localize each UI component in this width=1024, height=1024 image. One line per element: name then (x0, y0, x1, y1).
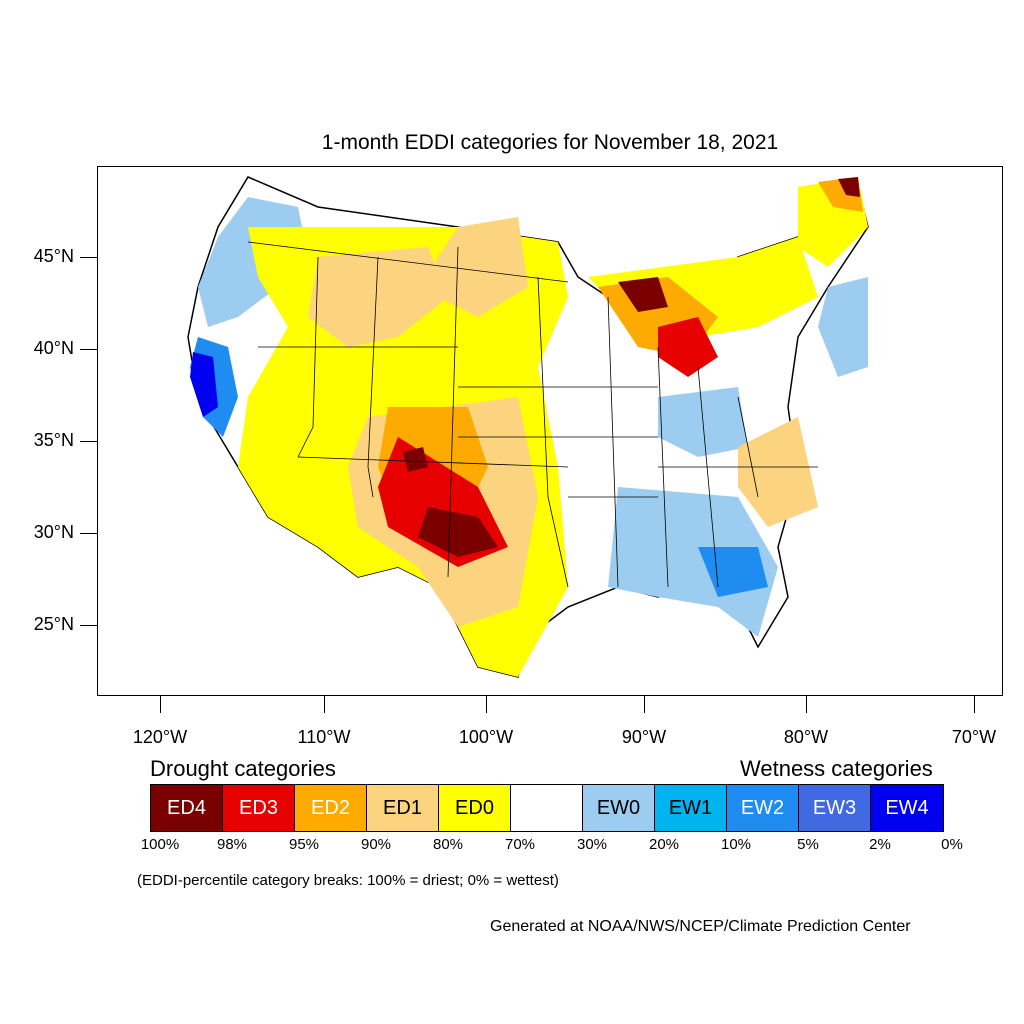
legend-box-ew4: EW4 (871, 785, 943, 831)
legend-box-ew2: EW2 (727, 785, 799, 831)
percentile-label: 30% (576, 836, 608, 853)
drought-carolinas-ed1 (738, 417, 818, 527)
credit-line: Generated at NOAA/NWS/NCEP/Climate Predi… (490, 918, 911, 935)
map-title: 1-month EDDI categories for November 18,… (321, 131, 779, 154)
percentile-label: 90% (360, 836, 392, 853)
legend-box-ew1: EW1 (655, 785, 727, 831)
percentile-label: 5% (797, 836, 819, 853)
lat-tick (80, 533, 97, 534)
drought-maine-ed4 (838, 177, 860, 197)
percentile-label: 70% (504, 836, 536, 853)
drought-great-plains-ed1 (418, 217, 528, 317)
drought-texas-ed4 (418, 507, 498, 557)
percentile-label: 100% (140, 836, 180, 853)
lon-label-80: 80°W (783, 727, 829, 747)
lat-tick (80, 257, 97, 258)
lon-tick (806, 696, 807, 713)
percentile-label: 2% (869, 836, 891, 853)
lat-tick (80, 441, 97, 442)
drought-michigan-ed3 (658, 317, 718, 377)
percentile-label: 80% (432, 836, 464, 853)
eddi-map (187, 176, 869, 678)
percentile-label: 98% (216, 836, 248, 853)
lat-label-25: 25°N (33, 614, 74, 634)
lon-tick (160, 696, 161, 713)
legend-box-ed4: ED4 (151, 785, 223, 831)
lon-tick (486, 696, 487, 713)
lat-tick (80, 625, 97, 626)
drought-great-lakes-ed4 (618, 277, 668, 312)
lon-label-110: 110°W (297, 727, 351, 747)
lon-tick (644, 696, 645, 713)
drought-west-ed1 (308, 247, 448, 347)
percentile-label: 10% (720, 836, 752, 853)
lon-label-120: 120°W (132, 727, 188, 747)
legend-box-ew0: EW0 (583, 785, 655, 831)
legend-box-ed1: ED1 (367, 785, 439, 831)
category-note: (EDDI-percentile category breaks: 100% =… (137, 872, 559, 889)
legend-box-neutral (511, 785, 583, 831)
lat-label-35: 35°N (33, 430, 74, 450)
drought-colorado-ed4 (403, 447, 428, 472)
lon-label-70: 70°W (951, 727, 997, 747)
drought-heading: Drought categories (150, 756, 336, 781)
state-boundaries (247, 241, 818, 588)
lon-label-90: 90°W (621, 727, 667, 747)
lat-label-40: 40°N (33, 338, 74, 358)
percentile-label: 0% (941, 836, 963, 853)
wetness-heading: Wetness categories (740, 756, 933, 781)
lon-tick (324, 696, 325, 713)
wet-southeast (608, 487, 778, 637)
lon-tick (974, 696, 975, 713)
wet-new-england (818, 277, 868, 377)
lon-label-100: 100°W (458, 727, 514, 747)
lat-label-45: 45°N (33, 246, 74, 266)
legend-color-bar: ED4 ED3 ED2 ED1 ED0 EW0 EW1 EW2 EW3 EW4 (150, 784, 944, 832)
map-area (97, 166, 1003, 696)
legend-box-ed0: ED0 (439, 785, 511, 831)
legend-box-ed2: ED2 (295, 785, 367, 831)
percentile-label: 95% (288, 836, 320, 853)
legend-box-ew3: EW3 (799, 785, 871, 831)
legend-box-ed3: ED3 (223, 785, 295, 831)
wet-california-core (190, 352, 218, 417)
percentile-label: 20% (648, 836, 680, 853)
lat-label-30: 30°N (33, 522, 74, 542)
lat-tick (80, 349, 97, 350)
